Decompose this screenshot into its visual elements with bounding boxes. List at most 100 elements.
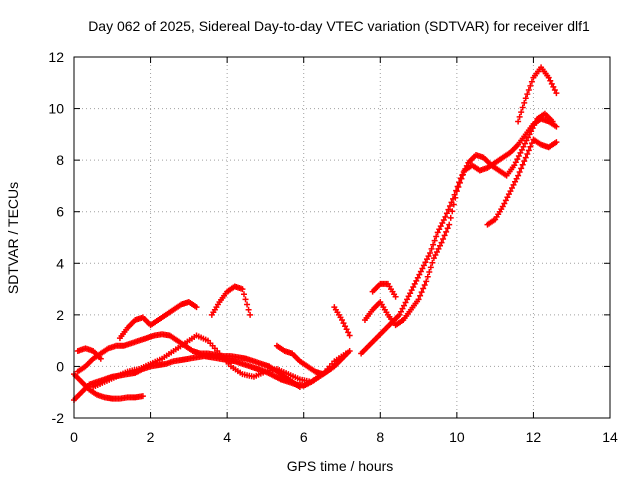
data-point: [431, 237, 438, 244]
data-point: [139, 393, 146, 400]
data-point: [296, 384, 303, 391]
series-sat-n: [515, 64, 560, 125]
series-sat-l: [369, 280, 399, 300]
data-point: [449, 208, 456, 215]
y-tick-label: -2: [52, 410, 65, 426]
y-tick-label: 6: [56, 204, 64, 220]
data-point: [515, 118, 522, 125]
data-point: [433, 248, 440, 255]
data-point: [521, 158, 528, 165]
data-point: [519, 161, 526, 168]
data-point: [424, 273, 431, 280]
y-tick-label: 10: [48, 101, 64, 117]
x-tick-label: 4: [223, 429, 231, 445]
data-point: [529, 125, 536, 132]
data-point: [446, 203, 453, 210]
data-point: [342, 350, 349, 357]
data-point: [441, 232, 448, 239]
data-point: [423, 256, 430, 263]
series-sat-d: [116, 298, 200, 342]
data-point: [427, 249, 434, 256]
y-tick-label: 2: [56, 307, 64, 323]
data-point: [239, 286, 246, 293]
data-point: [502, 197, 509, 204]
data-point: [517, 149, 524, 156]
series-sat-b: [74, 331, 303, 391]
data-point: [426, 269, 433, 276]
data-point: [456, 179, 463, 186]
data-point: [419, 265, 426, 272]
data-point: [523, 137, 530, 144]
y-axis-label: SDTVAR / TECUs: [5, 182, 21, 294]
data-point: [405, 293, 412, 300]
data-point: [443, 210, 450, 217]
data-point: [440, 236, 447, 243]
x-tick-label: 8: [376, 429, 384, 445]
data-point: [420, 285, 427, 292]
data-point: [505, 191, 512, 198]
data-point: [547, 77, 554, 84]
data-point: [553, 90, 560, 97]
plot-frame: [73, 56, 611, 419]
data-point: [244, 301, 251, 308]
x-tick-label: 12: [526, 429, 542, 445]
x-tick-label: 6: [300, 429, 308, 445]
data-point: [240, 291, 247, 298]
data-point: [415, 296, 422, 303]
data-point: [445, 206, 452, 213]
data-point: [339, 317, 345, 324]
data-point: [417, 268, 424, 275]
data-point: [511, 162, 518, 169]
grid-lines: [74, 57, 610, 418]
data-point: [407, 290, 414, 297]
data-point: [526, 131, 533, 138]
data-point: [428, 245, 435, 252]
data-point: [454, 183, 461, 190]
y-tick-label: 8: [56, 152, 64, 168]
data-point: [518, 146, 525, 153]
data-point: [524, 91, 531, 98]
data-point: [515, 153, 522, 160]
data-point: [437, 223, 444, 230]
data-points: [71, 64, 560, 403]
data-point: [421, 281, 428, 288]
data-point: [399, 305, 406, 312]
data-point: [430, 255, 437, 262]
data-point: [504, 194, 511, 201]
data-point: [408, 287, 415, 294]
data-point: [549, 118, 556, 125]
data-point: [516, 169, 523, 176]
data-point: [425, 253, 432, 260]
data-point: [327, 366, 334, 373]
data-point: [411, 280, 418, 287]
series-sat-k: [358, 110, 556, 357]
y-tick-label: 12: [48, 49, 64, 65]
data-point: [416, 271, 423, 278]
data-point: [548, 80, 555, 87]
data-point: [442, 213, 449, 220]
data-point: [340, 320, 347, 327]
data-point: [527, 143, 534, 150]
data-point: [515, 172, 522, 179]
series-sat-h: [273, 342, 334, 378]
data-point: [401, 302, 408, 309]
x-tick-label: 2: [147, 429, 155, 445]
data-point: [462, 165, 469, 172]
data-point: [516, 113, 523, 120]
data-point: [397, 308, 404, 315]
data-point: [520, 143, 527, 150]
data-point: [522, 154, 529, 161]
data-point: [551, 87, 558, 94]
data-point: [446, 221, 453, 228]
data-point: [510, 181, 517, 188]
data-point: [418, 289, 425, 296]
data-point: [422, 259, 429, 266]
data-point: [528, 140, 535, 147]
data-point: [514, 156, 521, 163]
data-point: [417, 292, 424, 299]
data-point: [525, 87, 532, 94]
data-point: [508, 184, 515, 191]
x-axis-label: GPS time / hours: [287, 458, 394, 474]
